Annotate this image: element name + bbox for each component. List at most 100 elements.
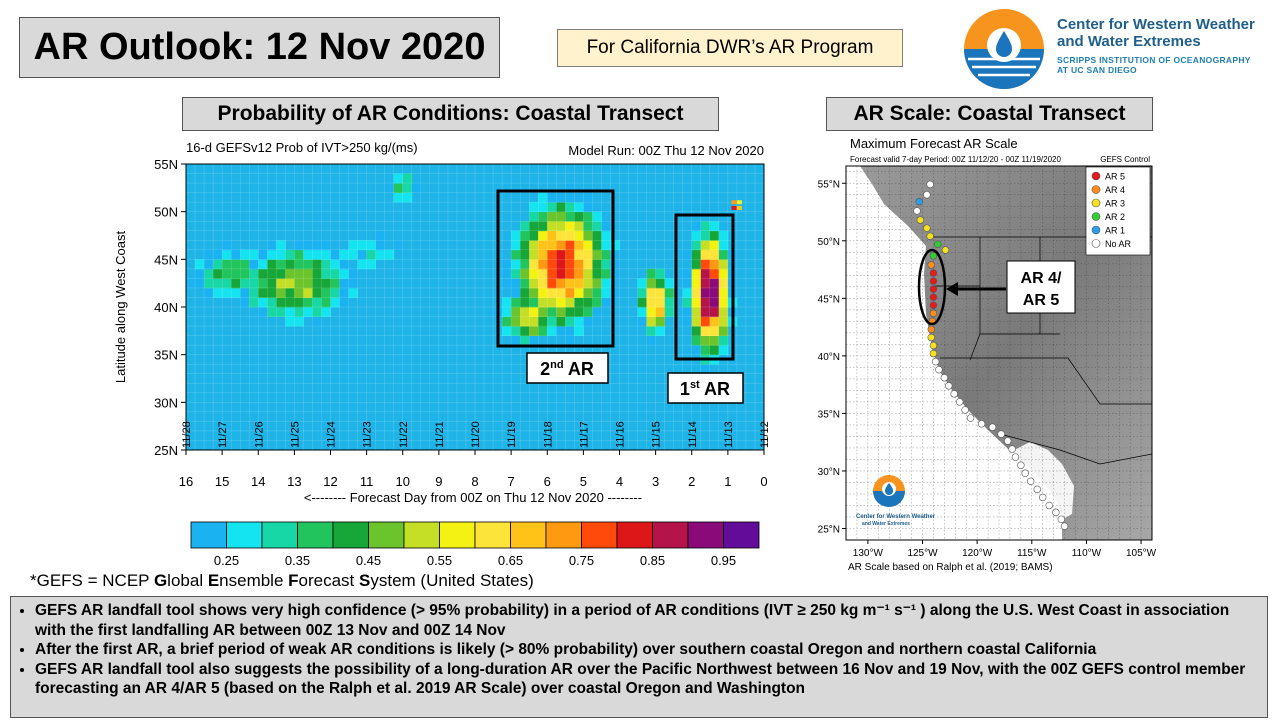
heatmap-cell xyxy=(682,268,693,279)
colorbar-tick-label: 0.35 xyxy=(285,553,310,568)
colorbar-swatch xyxy=(545,521,582,549)
heatmap-cell xyxy=(709,249,720,260)
ar-scale-point xyxy=(929,252,938,260)
heatmap-cell xyxy=(231,287,241,298)
heatmap-cell xyxy=(718,287,729,298)
colorbar-swatch xyxy=(474,521,511,549)
heatmap-cell xyxy=(610,287,620,298)
map-subtitle: Forecast valid 7-day Period: 00Z 11/12/2… xyxy=(850,155,1061,164)
heatmap-cell xyxy=(691,230,702,241)
heatmap-cell xyxy=(556,221,566,232)
heatmap-cell xyxy=(574,268,584,279)
first-ar-box xyxy=(674,213,735,361)
heatmap-cell xyxy=(556,211,566,222)
heatmap-cell xyxy=(511,297,521,308)
ar-scale-point xyxy=(916,216,925,224)
heatmap-cell xyxy=(231,268,241,279)
ar-scale-point xyxy=(1021,469,1029,477)
colorbar-swatch xyxy=(439,521,476,549)
colorbar-swatch xyxy=(332,521,369,549)
heatmap-cell xyxy=(520,259,530,270)
bullet-item: GEFS AR landfall tool shows very high co… xyxy=(35,601,1259,640)
heatmap-cell xyxy=(691,287,702,298)
heatmap-cell xyxy=(574,307,584,317)
date-tick-label: 11/19 xyxy=(506,421,518,448)
heatmap-cell xyxy=(736,200,742,205)
heatmap-cell xyxy=(547,192,557,203)
heatmap-cell xyxy=(664,297,675,308)
y-tick-label: 55N xyxy=(154,157,178,172)
heatmap-cell xyxy=(520,221,530,232)
heatmap-cell xyxy=(240,287,250,298)
heatmap-cell xyxy=(583,278,593,289)
ar-scale-point xyxy=(927,261,935,269)
heatmap-cell xyxy=(709,278,720,289)
heatmap-cell xyxy=(502,268,512,279)
heatmap-cell xyxy=(592,221,602,232)
ar-scale-map: Maximum Forecast AR Scale Forecast valid… xyxy=(818,136,1157,573)
date-tick-label: 11/17 xyxy=(578,421,590,448)
heatmap-cell xyxy=(375,230,386,241)
heatmap-cell xyxy=(285,278,295,289)
heatmap-cell xyxy=(646,268,657,279)
heatmap-cell xyxy=(592,211,602,222)
heatmap-cell xyxy=(556,249,566,260)
heatmap-cell xyxy=(285,297,295,308)
heatmap-cell xyxy=(520,335,530,346)
colorbar-tick-label: 0.85 xyxy=(640,553,665,568)
colorbar-swatch xyxy=(226,521,263,549)
heatmap-cell xyxy=(682,297,693,308)
heatmap-cell xyxy=(231,259,241,270)
heatmap-cell xyxy=(637,287,647,298)
heatmap-cell xyxy=(511,230,521,241)
heatmap-cell xyxy=(601,230,611,241)
heatmap-cell xyxy=(186,278,196,289)
heatmap-cell xyxy=(520,268,530,279)
heatmap-cell xyxy=(312,240,322,251)
map-y-tick-label: 55°N xyxy=(818,179,840,190)
legend-marker xyxy=(1091,212,1101,221)
legend-label: No AR xyxy=(1105,239,1132,249)
y-axis-label: Latitude along West Coast xyxy=(113,230,128,383)
heatmap-cell xyxy=(718,259,729,270)
heatmap-cell xyxy=(294,240,304,251)
heatmap-cell xyxy=(556,326,566,336)
heatmap-cell xyxy=(330,268,340,279)
heatmap-cell xyxy=(213,278,223,289)
map-x-tick-label: 120°W xyxy=(962,548,993,559)
heatmap-cell xyxy=(294,278,304,289)
heatmap-cell xyxy=(700,259,711,270)
date-tick-label: 11/22 xyxy=(398,421,410,448)
heatmap-cell xyxy=(321,287,331,298)
ar-scale-panel-title: AR Scale: Coastal Transect xyxy=(826,97,1153,131)
heatmap-cell xyxy=(655,316,666,327)
ar-scale-point xyxy=(961,406,969,414)
heatmap-cell xyxy=(610,240,620,251)
heatmap-cell xyxy=(610,259,620,270)
heatmap-cell xyxy=(520,249,530,260)
heatmap-cell xyxy=(276,287,286,298)
colorbar-swatch xyxy=(368,521,405,549)
map-y-tick-label: 40°N xyxy=(818,352,840,363)
heatmap-cell xyxy=(321,259,331,270)
heatmap-cell xyxy=(222,287,232,298)
legend-label: AR 4 xyxy=(1105,185,1125,195)
heatmap-cell xyxy=(583,259,593,270)
heatmap-cell xyxy=(565,278,575,289)
callout-line1: AR 4/ xyxy=(1021,270,1062,287)
heatmap-cell xyxy=(583,192,593,203)
date-tick-label: 11/21 xyxy=(434,421,446,448)
heatmap-cell xyxy=(655,268,666,279)
heatmap-cell xyxy=(601,249,611,260)
heatmap-cell xyxy=(700,230,711,241)
ar-scale-point xyxy=(1008,445,1016,453)
heatmap-cell xyxy=(700,297,711,308)
heatmap-cell xyxy=(258,259,268,270)
heatmap-cell xyxy=(538,278,548,289)
x-tick-label: 1 xyxy=(724,474,731,489)
heatmap-cell xyxy=(700,335,711,346)
heatmap-cell xyxy=(231,249,241,260)
colorbar-tick-label: 0.55 xyxy=(427,553,452,568)
heatmap-cell xyxy=(276,278,286,289)
heatmap-cell xyxy=(655,287,666,298)
